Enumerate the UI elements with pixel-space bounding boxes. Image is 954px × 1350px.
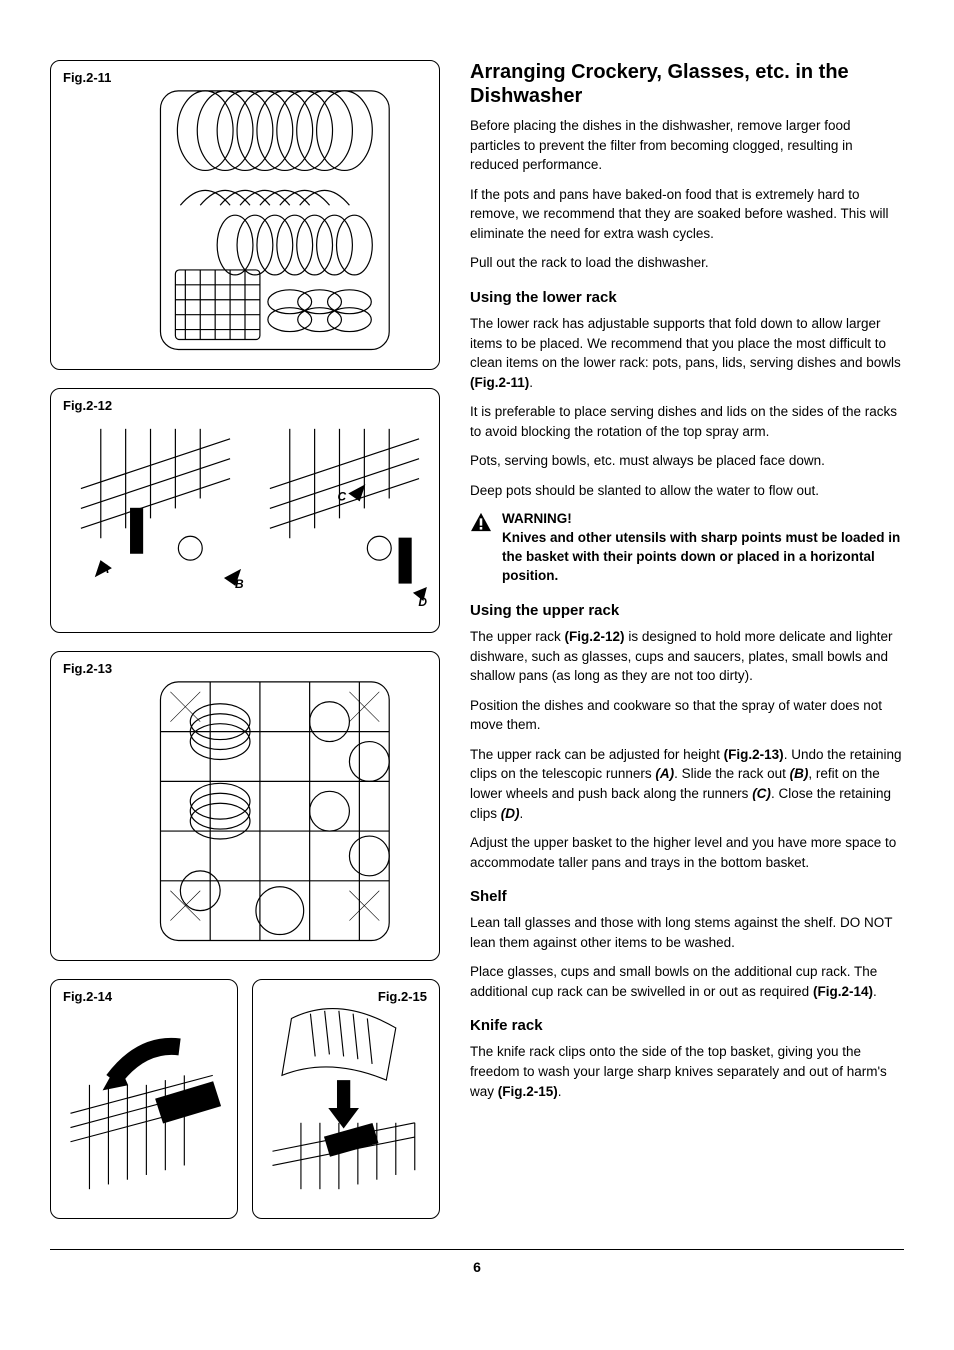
body-paragraph: Deep pots should be slanted to allow the… [470, 481, 904, 501]
figure-label: Fig.2-13 [63, 660, 112, 678]
warning-icon [470, 512, 492, 532]
intro-paragraph: Before placing the dishes in the dishwas… [470, 116, 904, 175]
marker-a: A [100, 562, 110, 576]
warning-block: WARNING! Knives and other utensils with … [470, 510, 904, 586]
text-column: Arranging Crockery, Glasses, etc. in the… [470, 60, 904, 1219]
main-heading: Arranging Crockery, Glasses, etc. in the… [470, 60, 904, 108]
figure-label: Fig.2-15 [378, 988, 427, 1006]
page-content: Fig.2-11 [50, 60, 904, 1219]
rack-adjustment-illustration: A B C D [61, 399, 429, 623]
marker-c: C [337, 489, 346, 503]
upper-rack-illustration [61, 662, 429, 950]
figure-2-14: Fig.2-14 [50, 979, 238, 1219]
warning-text: WARNING! Knives and other utensils with … [502, 510, 904, 586]
body-paragraph: The lower rack has adjustable supports t… [470, 314, 904, 392]
dishwasher-rack-illustration [61, 71, 429, 359]
body-paragraph: Pots, serving bowls, etc. must always be… [470, 451, 904, 471]
figures-column: Fig.2-11 [50, 60, 440, 1219]
figure-2-13: Fig.2-13 [50, 651, 440, 961]
body-paragraph: Place glasses, cups and small bowls on t… [470, 962, 904, 1001]
figure-row: Fig.2-14 Fig.2-15 [50, 979, 440, 1219]
body-paragraph: Adjust the upper basket to the higher le… [470, 833, 904, 872]
cup-rack-swivel-illustration [61, 990, 227, 1199]
body-paragraph: The knife rack clips onto the side of th… [470, 1042, 904, 1101]
figure-2-11: Fig.2-11 [50, 60, 440, 370]
knife-rack-illustration [263, 990, 429, 1199]
figure-2-15: Fig.2-15 [252, 979, 440, 1219]
body-paragraph: The upper rack can be adjusted for heigh… [470, 745, 904, 823]
body-paragraph: It is preferable to place serving dishes… [470, 402, 904, 441]
body-paragraph: The upper rack (Fig.2-12) is designed to… [470, 627, 904, 686]
intro-paragraph: If the pots and pans have baked-on food … [470, 185, 904, 244]
figure-label: Fig.2-12 [63, 397, 112, 415]
body-paragraph: Lean tall glasses and those with long st… [470, 913, 904, 952]
shelf-heading: Shelf [470, 886, 904, 907]
body-paragraph: Position the dishes and cookware so that… [470, 696, 904, 735]
knife-rack-heading: Knife rack [470, 1015, 904, 1036]
figure-2-12: Fig.2-12 [50, 388, 440, 633]
lower-rack-heading: Using the lower rack [470, 287, 904, 308]
page-number: 6 [50, 1249, 904, 1278]
figure-label: Fig.2-14 [63, 988, 112, 1006]
figure-label: Fig.2-11 [63, 69, 111, 87]
marker-d: D [418, 595, 427, 609]
marker-b: B [235, 577, 244, 591]
upper-rack-heading: Using the upper rack [470, 600, 904, 621]
intro-paragraph: Pull out the rack to load the dishwasher… [470, 253, 904, 273]
